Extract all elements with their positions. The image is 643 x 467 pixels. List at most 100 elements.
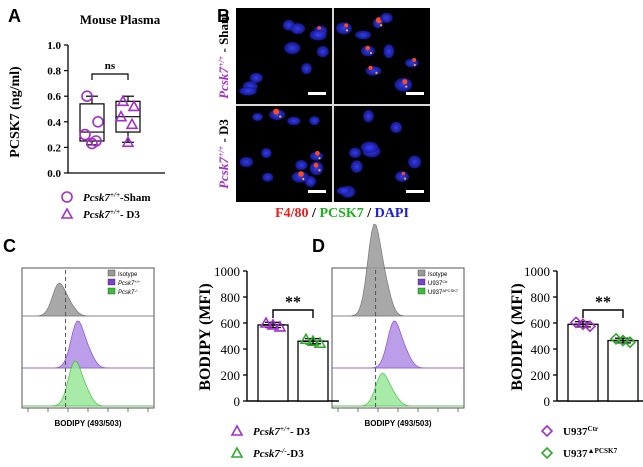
panel-a-data-point: [114, 110, 128, 122]
pcsk7-signal: [375, 71, 378, 74]
panel-letter-c: C: [3, 236, 16, 256]
panel-c-hist-curve-2: [22, 360, 154, 407]
panel-c-y-tick-label: 0: [234, 394, 241, 409]
panel-c-hist-curve-1: [22, 320, 154, 369]
panel-c-data-point: [299, 332, 313, 345]
panel-b-row-sup: +/+: [217, 145, 226, 157]
nucleus: [390, 121, 402, 134]
panel-b-row-suffix: - D3: [216, 119, 231, 146]
panel-c-legend-label-0-sup: +/+: [280, 425, 290, 433]
nucleus: [249, 72, 263, 83]
panel-b-stain-legend: F4/80 / PCSK7 / DAPI: [275, 206, 409, 221]
panel-d-legend-label-0-gene: U937: [563, 426, 588, 438]
panel-d-data-point: [576, 318, 590, 331]
panel-a-data-point: [92, 116, 104, 128]
panel-c-y-tick-label: 600: [221, 316, 241, 331]
f480-signal: [368, 65, 373, 71]
panel-d-bar-1: [607, 339, 639, 402]
nucleus: [383, 44, 395, 59]
panel-a-y-tick-label: 0.2: [47, 142, 61, 154]
panel-a-legend-label-0-suffix: -Sham: [120, 192, 151, 204]
panel-d-data-point: [623, 336, 637, 349]
panel-c-legend: Pcsk7 +/+- D3 Pcsk7-/--D3: [230, 424, 310, 460]
panel-c-bar-1: [297, 340, 329, 402]
pcsk7-signal: [302, 177, 305, 181]
scale-bar: [308, 92, 326, 95]
nucleus: [350, 160, 363, 173]
panel-d-y-tick-label: 200: [531, 368, 551, 383]
nucleus: [262, 172, 274, 182]
panel-a-sig-bracket: [91, 73, 129, 80]
f480-signal: [298, 171, 304, 177]
micrograph-tile: [236, 8, 332, 104]
panel-c-data-point: [259, 316, 273, 328]
panel-d-bar-chart: 0 200 400 600 800 1000 **: [524, 264, 643, 409]
panel-a-legend-label-1-sup: +/+: [110, 208, 120, 216]
panel-d-legend-label-1-gene: U937: [563, 448, 588, 460]
panel-d-y-tick-label: 400: [531, 342, 551, 357]
panel-d-data-point: [616, 334, 630, 347]
panel-a-y-tick-label: 0.0: [47, 168, 61, 180]
panel-c-hist-legend-sup: +/+: [134, 279, 140, 284]
panel-d-ylabel: BODIPY (MFI): [509, 283, 526, 390]
f480-signal: [402, 79, 408, 85]
panel-d-hist-legend-label-2: U937ΔPCSK7: [428, 288, 459, 297]
panel-d-y-tick-label: 0: [544, 394, 551, 409]
panel-d-hist-legend-label-0: Isotype: [428, 272, 448, 278]
panel-a-data-point: [116, 94, 130, 107]
panel-c-legend-label-1: Pcsk7-/--D3: [253, 447, 304, 460]
panel-a-data-point: [79, 128, 91, 141]
f480-signal: [315, 150, 320, 156]
nucleus: [261, 147, 272, 159]
nucleus: [336, 22, 352, 35]
nucleus: [295, 160, 308, 171]
stain-part-2: PCSK7: [319, 206, 363, 221]
panel-letter-d: D: [312, 236, 325, 256]
panel-d-hist-legend-swatch: [417, 287, 426, 295]
panel-c-hist-legend-text: Pcsk7: [118, 281, 135, 287]
panel-a-box-plot: 0.0 0.2 0.4 0.6 0.8 1.0 ns: [47, 40, 165, 180]
panel-a-sig-label: ns: [105, 60, 116, 72]
panel-c-data-point: [266, 318, 280, 330]
panel-d-legend-marker: [540, 424, 554, 438]
panel-d-hist-curve-0: [332, 223, 464, 317]
panel-c-y-tick-label: 1000: [214, 264, 240, 279]
panel-a-title: Mouse Plasma: [80, 12, 161, 27]
micrograph-tile: [236, 106, 332, 202]
panel-c-data-point: [313, 336, 327, 348]
f480-signal: [313, 162, 319, 168]
panel-c-legend-label-1-gene: Pcsk7: [253, 448, 280, 460]
panel-letter-a: A: [8, 6, 21, 26]
panel-b-row-label-1: Pcsk7+/+ - D3: [216, 119, 231, 189]
nucleus: [301, 63, 312, 75]
panel-d-legend-label-0: U937Ctr: [563, 425, 599, 438]
panel-b-row-gene: Pcsk7: [216, 67, 231, 99]
panel-a-y-tick-label: 0.8: [47, 66, 61, 78]
panel-d-hist-legend-sup: ΔPCSK7: [442, 288, 459, 293]
f480-signal: [365, 45, 370, 51]
panel-c-hist-legend-swatch: [107, 269, 116, 277]
panel-c-hist-legend-text: Isotype: [118, 272, 138, 278]
panel-c-legend-label-1-sup: -/-: [280, 447, 287, 455]
nucleus: [287, 116, 301, 126]
panel-a-data-point: [125, 117, 139, 130]
panel-a-y-tick-label: 1.0: [47, 40, 61, 52]
panel-b-row-label-0: Pcsk7+/+ - Sham: [216, 13, 231, 99]
panel-a-legend-label-1: Pcsk7+/+- D3: [83, 208, 140, 221]
f480-signal: [317, 26, 321, 30]
panel-a-y-tick-label: 0.6: [47, 91, 61, 103]
panel-d-sig-bracket: [582, 309, 624, 318]
panel-c-legend-label-0-suffix: - D3: [290, 426, 310, 438]
panel-a-data-point: [121, 135, 135, 148]
panel-c-hist-legend-label-1: Pcsk7+/+: [118, 279, 141, 288]
nucleus: [309, 161, 324, 176]
panel-a-legend-label-0-sup: +/+: [110, 191, 120, 199]
nucleus: [394, 77, 413, 92]
panel-d-data-point: [569, 316, 583, 329]
panel-d-legend-label-1: U937▲PCSK7: [563, 447, 618, 460]
panel-d-y-tick-label: 1000: [524, 264, 550, 279]
panel-c-legend-marker: [230, 446, 244, 458]
stain-part-4: DAPI: [375, 206, 409, 221]
